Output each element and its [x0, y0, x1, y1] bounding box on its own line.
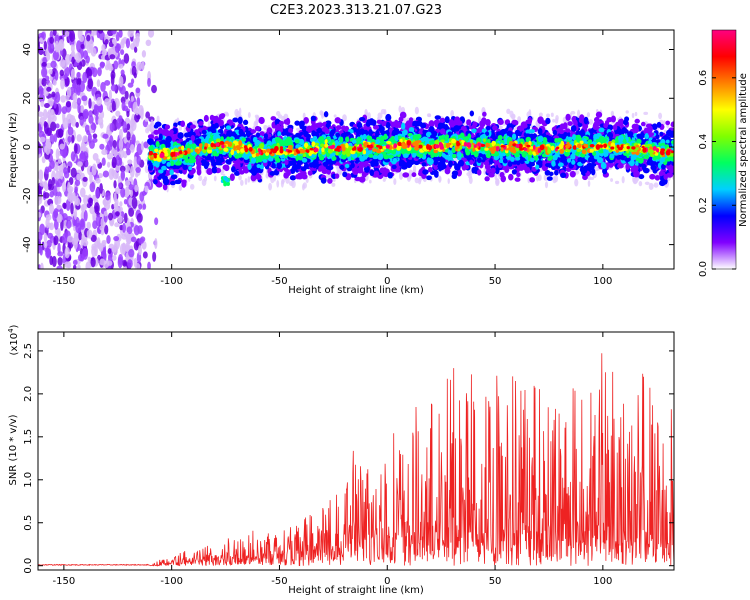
colorbar: 0.0 0.2 0.4 0.6 Normalized spectral amplitu… [698, 29, 749, 277]
x-tick-label: -50 [271, 576, 287, 587]
y-tick-label: 20 [22, 92, 33, 105]
y-tick-label: -40 [22, 236, 33, 252]
snr-y-label: SNR (10 * v/v) [8, 414, 19, 485]
colorbar-tick-label: 0.0 [698, 261, 709, 277]
x-tick-label: -150 [53, 576, 76, 587]
colorbar-tick-label: 0.4 [698, 134, 709, 150]
x-tick-label: -150 [53, 276, 76, 287]
snr-frame [37, 331, 675, 571]
snr-y-axis: 0.0 0.5 1.0 1.5 2.0 2.5 [23, 343, 674, 574]
snr-x-label: Height of straight line (km) [288, 585, 424, 596]
y-tick-label: 1.5 [23, 429, 34, 445]
x-tick-label: 100 [593, 576, 612, 587]
x-tick-label: 0 [384, 276, 390, 287]
x-tick-label: 0 [384, 576, 390, 587]
snr-panel: -150 -100 -50 0 50 100 0.0 0.5 1.0 1.5 2.0 2.5 Hei… [7, 324, 675, 596]
colorbar-tick-label: 0.6 [698, 70, 709, 86]
snr-series-line [38, 353, 674, 567]
spectrogram-frame [37, 29, 675, 270]
x-tick-label: 50 [489, 576, 502, 587]
spectrogram-heatmap [38, 30, 674, 269]
spectrogram-panel: -150 -100 -50 0 50 100 -40 -20 0 20 40 Height of … [8, 29, 675, 296]
colorbar-gradient [711, 29, 737, 270]
spectrogram-y-axis: -40 -20 0 20 40 [22, 43, 674, 253]
spectrogram-x-axis: -150 -100 -50 0 50 100 [53, 30, 612, 287]
y-tick-label: 1.0 [23, 472, 34, 488]
y-tick-label: 0.0 [23, 558, 34, 574]
x-tick-label: -50 [271, 276, 287, 287]
snr-x-axis: -150 -100 -50 0 50 100 [53, 332, 612, 587]
x-tick-label: -100 [160, 576, 183, 587]
y-tick-label: 0.5 [23, 515, 34, 531]
colorbar-label: Normalized spectral amplitude [738, 73, 749, 227]
spectrogram-y-label: Frequency (Hz) [8, 112, 19, 188]
snr-scale-label: (x104) [7, 324, 20, 355]
y-tick-label: 40 [22, 43, 33, 56]
figure-title: C2E3.2023.313.21.07.G23 [270, 3, 442, 18]
colorbar-ticks: 0.0 0.2 0.4 0.6 [698, 70, 736, 277]
colorbar-tick-label: 0.2 [698, 197, 709, 213]
x-tick-label: 50 [489, 276, 502, 287]
x-tick-label: -100 [160, 276, 183, 287]
y-tick-label: -20 [22, 188, 33, 204]
x-tick-label: 100 [593, 276, 612, 287]
y-tick-label: 2.0 [23, 386, 34, 402]
y-tick-label: 0 [22, 144, 33, 150]
spectrogram-x-label: Height of straight line (km) [288, 285, 424, 296]
y-tick-label: 2.5 [23, 343, 34, 359]
